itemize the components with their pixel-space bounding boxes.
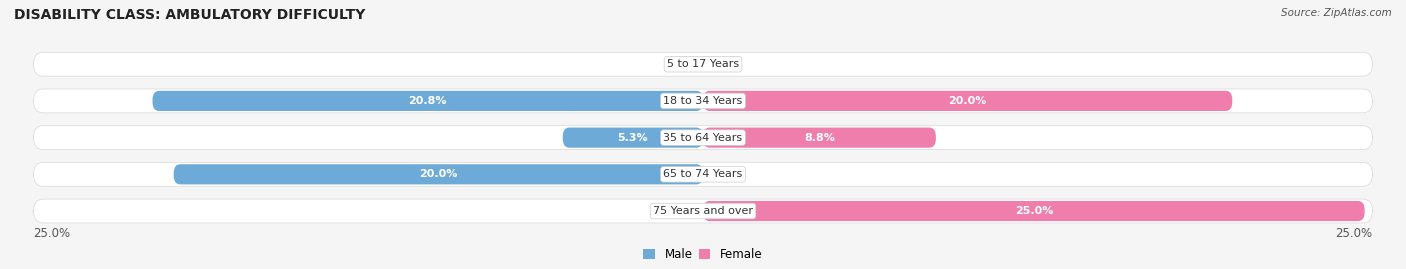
Text: 18 to 34 Years: 18 to 34 Years xyxy=(664,96,742,106)
Text: 0.0%: 0.0% xyxy=(714,169,742,179)
FancyBboxPatch shape xyxy=(34,162,1372,186)
Text: 20.8%: 20.8% xyxy=(409,96,447,106)
Text: 25.0%: 25.0% xyxy=(34,227,70,240)
FancyBboxPatch shape xyxy=(34,89,1372,113)
FancyBboxPatch shape xyxy=(174,164,703,185)
FancyBboxPatch shape xyxy=(34,126,1372,150)
Text: 0.0%: 0.0% xyxy=(664,59,692,69)
FancyBboxPatch shape xyxy=(703,91,1232,111)
FancyBboxPatch shape xyxy=(703,201,1365,221)
Text: 25.0%: 25.0% xyxy=(1015,206,1053,216)
FancyBboxPatch shape xyxy=(703,128,936,148)
Text: 35 to 64 Years: 35 to 64 Years xyxy=(664,133,742,143)
Legend: Male, Female: Male, Female xyxy=(638,244,768,266)
Text: 8.8%: 8.8% xyxy=(804,133,835,143)
Text: 0.0%: 0.0% xyxy=(714,59,742,69)
Text: Source: ZipAtlas.com: Source: ZipAtlas.com xyxy=(1281,8,1392,18)
FancyBboxPatch shape xyxy=(152,91,703,111)
FancyBboxPatch shape xyxy=(562,128,703,148)
Text: 25.0%: 25.0% xyxy=(1336,227,1372,240)
Text: 0.0%: 0.0% xyxy=(664,206,692,216)
Text: 5 to 17 Years: 5 to 17 Years xyxy=(666,59,740,69)
FancyBboxPatch shape xyxy=(34,199,1372,223)
FancyBboxPatch shape xyxy=(34,52,1372,76)
Text: DISABILITY CLASS: AMBULATORY DIFFICULTY: DISABILITY CLASS: AMBULATORY DIFFICULTY xyxy=(14,8,366,22)
Text: 75 Years and over: 75 Years and over xyxy=(652,206,754,216)
Text: 20.0%: 20.0% xyxy=(419,169,457,179)
Text: 5.3%: 5.3% xyxy=(617,133,648,143)
Text: 65 to 74 Years: 65 to 74 Years xyxy=(664,169,742,179)
Text: 20.0%: 20.0% xyxy=(949,96,987,106)
